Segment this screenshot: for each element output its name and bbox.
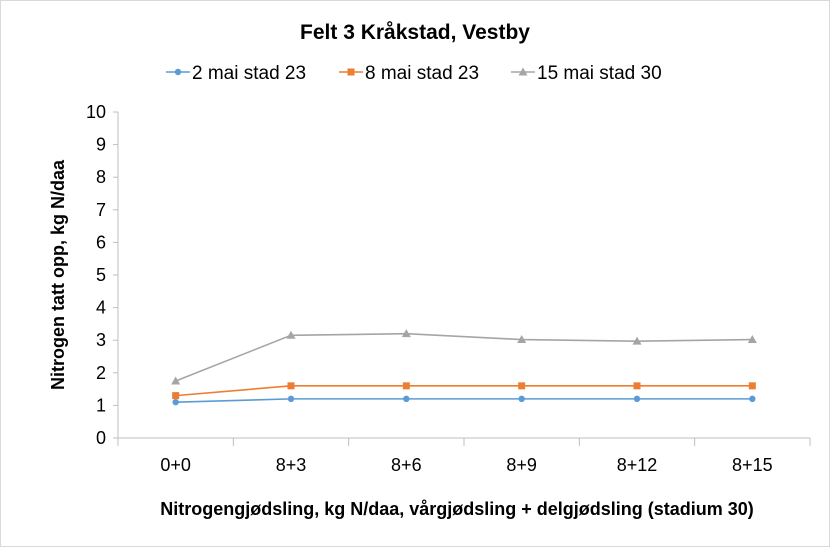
series-line [175, 398, 753, 403]
series-2 [172, 382, 756, 400]
data-point [749, 395, 756, 403]
x-tick-label: 8+9 [506, 455, 537, 475]
y-tick-label: 0 [96, 428, 106, 448]
x-tick-label: 8+3 [276, 455, 307, 475]
data-point [172, 392, 180, 400]
y-tick-label: 2 [96, 363, 106, 383]
series-line [175, 385, 753, 397]
y-axis: 0 1 2 3 4 5 6 7 8 9 10 [86, 102, 119, 448]
data-point [287, 382, 295, 390]
data-point [633, 382, 641, 390]
chart-title: Felt 3 Kråkstad, Vestby [300, 21, 530, 44]
data-point [747, 335, 757, 344]
y-tick-label: 1 [96, 395, 106, 415]
data-point [517, 335, 527, 344]
data-point [633, 395, 641, 403]
y-tick-label: 3 [96, 330, 106, 350]
legend-swatch-marker [174, 68, 182, 76]
y-tick-label: 10 [86, 102, 106, 122]
x-axis: 0+0 8+3 8+6 8+9 8+12 8+15 [117, 437, 811, 475]
data-point [286, 330, 296, 339]
series-1 [172, 395, 756, 406]
data-point [171, 376, 181, 385]
legend-label: 8 mai stad 23 [365, 63, 479, 84]
data-point [632, 336, 642, 345]
data-point [403, 395, 410, 403]
data-point [748, 382, 756, 390]
data-point [287, 395, 295, 403]
data-point [402, 382, 410, 390]
data-point [401, 329, 411, 338]
x-axis-label: Nitrogengjødsling, kg N/daa, vårgjødslin… [160, 499, 754, 519]
data-point [518, 395, 525, 403]
legend: 2 mai stad 23 8 mai stad 23 15 mai stad 30 [166, 63, 662, 84]
series-line [175, 332, 753, 382]
series-3 [171, 329, 757, 385]
y-tick-label: 5 [96, 265, 106, 285]
y-axis-label: Nitrogen tatt opp, kg N/daa [48, 159, 68, 390]
data-point [518, 382, 526, 390]
legend-swatch-marker [347, 68, 355, 76]
x-tick-label: 0+0 [160, 455, 191, 475]
y-tick-label: 9 [96, 135, 106, 155]
legend-item: 8 mai stad 23 [339, 63, 479, 84]
y-tick-label: 6 [96, 232, 106, 252]
y-tick-label: 7 [96, 200, 106, 220]
data-point [172, 398, 179, 406]
x-tick-label: 8+15 [732, 455, 773, 475]
x-tick-label: 8+6 [391, 455, 422, 475]
legend-swatch-marker [518, 67, 528, 76]
legend-label: 2 mai stad 23 [192, 63, 306, 84]
legend-item: 15 mai stad 30 [511, 63, 662, 84]
legend-label: 15 mai stad 30 [537, 63, 662, 84]
series-layer [171, 329, 757, 406]
y-tick-label: 4 [96, 298, 106, 318]
x-tick-label: 8+12 [617, 455, 658, 475]
y-tick-label: 8 [96, 167, 106, 187]
legend-item: 2 mai stad 23 [166, 63, 306, 84]
